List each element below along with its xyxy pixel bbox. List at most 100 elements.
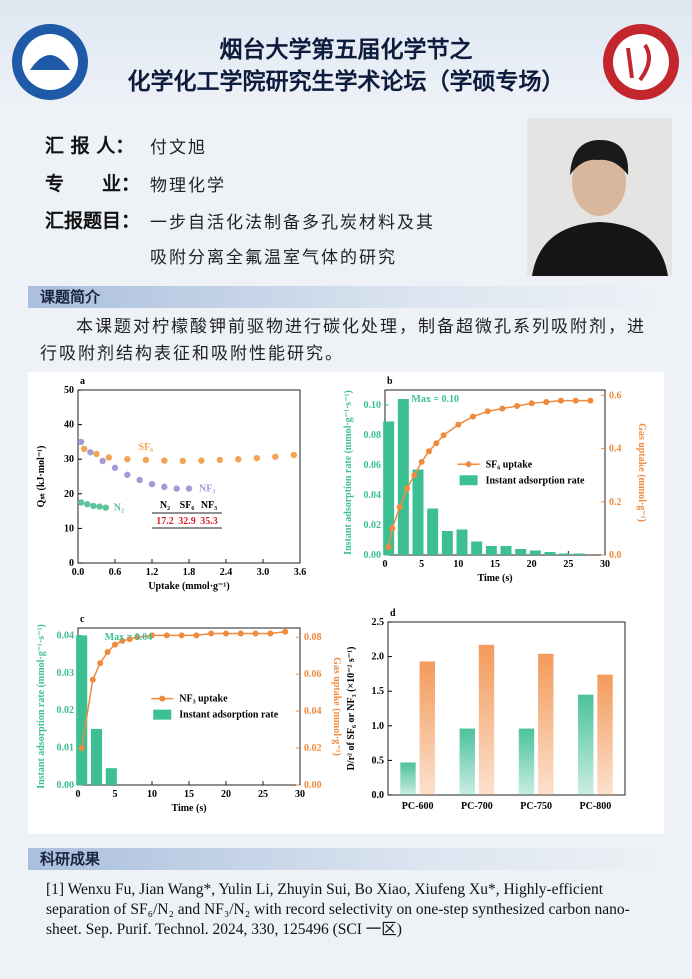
point (96, 503, 103, 510)
point (411, 472, 418, 479)
point (119, 637, 126, 644)
bar (485, 546, 497, 555)
y-tick-label: 1.5 (372, 686, 385, 697)
panel-letter: a (80, 376, 85, 387)
point (418, 458, 425, 465)
x-tick-label: 2.4 (220, 567, 233, 578)
point (216, 456, 224, 464)
point (112, 641, 118, 648)
info-value: 吸附分离全氟温室气体的研究 (150, 248, 397, 268)
y-tick-label: 0.02 (364, 520, 382, 531)
line (80, 630, 286, 749)
x-axis-label: Time (s) (171, 803, 206, 814)
plot-frame (387, 621, 626, 796)
section-title: 课题简介 (28, 286, 664, 308)
bar (400, 762, 416, 795)
point (587, 397, 594, 404)
point (198, 457, 205, 464)
x-tick-label: 5 (113, 789, 118, 800)
point (161, 483, 168, 491)
point (290, 451, 298, 459)
bar (412, 469, 424, 555)
bar (383, 421, 395, 555)
plot-frame (77, 627, 301, 786)
y-tick-label: 0.03 (57, 668, 75, 679)
point (484, 408, 491, 415)
y-tick-label: 50 (64, 385, 74, 396)
x-tick-label: 30 (600, 559, 610, 570)
point (104, 649, 111, 656)
point (99, 457, 106, 465)
point (385, 544, 392, 551)
panel-letter: c (80, 614, 85, 625)
title-line: 化学化工学院研究生学术论坛（学硕专场） (127, 69, 565, 95)
info-label: 专 业： (45, 173, 141, 195)
bar (559, 553, 571, 555)
annotation: Max = 0.10 (411, 394, 459, 405)
y-tick-label: 0.10 (364, 400, 382, 411)
y-axis-label: Instant adsorption rate (mmol·g⁻¹·s⁻¹) (36, 624, 47, 789)
table-header: NF₃ (201, 500, 217, 511)
point (193, 632, 200, 639)
bar (544, 552, 556, 555)
x-tick-label: 15 (490, 559, 500, 570)
point (440, 432, 447, 439)
y2-tick-label: 0.08 (304, 632, 322, 643)
point (235, 456, 242, 463)
bar (597, 674, 613, 795)
y-tick-label: 0.5 (372, 755, 385, 766)
table-header: N₂ (160, 500, 170, 511)
point (111, 464, 119, 472)
x-tick-label: 25 (258, 789, 268, 800)
y2-tick-label: 0.4 (609, 444, 622, 455)
x-tick-label: 0 (383, 559, 388, 570)
y-tick-label: 0.0 (372, 790, 385, 801)
y-tick-label: 30 (64, 454, 74, 465)
point (253, 454, 261, 462)
bar (90, 728, 103, 785)
info-value: 一步自活化法制备多孔炭材料及其 (150, 213, 435, 233)
legend-swatch (459, 475, 478, 486)
panel-letter: b (387, 376, 393, 387)
y-axis-label: Instant adsorption rate (mmol·g⁻¹·s⁻¹) (343, 390, 354, 555)
point (149, 632, 155, 639)
right-logo-inner (613, 34, 669, 90)
point (426, 448, 432, 455)
legend-marker (159, 695, 166, 702)
y2-tick-label: 0.0 (609, 550, 622, 561)
table-value: 32.9 (178, 516, 196, 527)
right-logo-mark (626, 43, 651, 82)
point (142, 456, 150, 464)
y-tick-label: 0.02 (57, 705, 75, 716)
point (572, 397, 579, 404)
point (237, 630, 244, 637)
legend-marker (465, 461, 472, 468)
x-tick-label: 20 (527, 559, 537, 570)
point (514, 402, 520, 409)
point (404, 485, 410, 492)
x-tick-label: 20 (221, 789, 231, 800)
y-tick-label: 0.00 (57, 780, 75, 791)
reference: [1] Wenxu Fu, Jian Wang*, Yulin Li, Zhuy… (46, 881, 630, 938)
y-tick-label: 0.04 (57, 630, 75, 641)
y-tick-label: 0.00 (364, 550, 382, 561)
point (80, 445, 88, 453)
point (208, 630, 215, 637)
point (97, 660, 104, 667)
y-axis-label: D/r² of SF₆ or NF₃ (×10⁻² s⁻¹) (346, 647, 357, 771)
point (528, 400, 535, 407)
point (148, 480, 156, 488)
legend-label: Instant adsorption rate (486, 475, 585, 486)
x-tick-label: PC-700 (461, 801, 493, 812)
bar (529, 550, 541, 555)
y-tick-label: 0.01 (57, 743, 75, 754)
x-tick-label: PC-600 (402, 801, 434, 812)
point (87, 449, 94, 456)
point (161, 457, 168, 464)
table-value: 35.3 (200, 516, 218, 527)
table-value: 17.2 (156, 516, 174, 527)
x-tick-label: 3.6 (294, 567, 307, 578)
point (89, 676, 96, 683)
